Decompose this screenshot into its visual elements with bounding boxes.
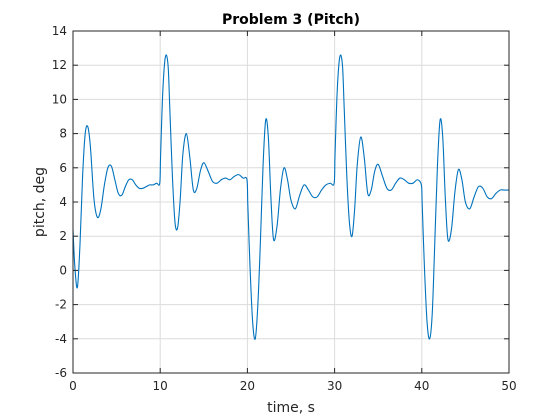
y-tick-labels: -6 -4 -2 0 2 4 6 8 10 12 14: [52, 24, 67, 380]
y-tick-label: 2: [59, 229, 67, 243]
x-tick-label: 0: [69, 379, 77, 393]
x-tick-label: 20: [240, 379, 255, 393]
y-tick-label: 12: [52, 58, 67, 72]
y-tick-label: -4: [55, 332, 67, 346]
x-tick-label: 50: [501, 379, 516, 393]
x-tick-label: 40: [414, 379, 429, 393]
series-layer: [72, 54, 509, 340]
y-tick-label: 0: [59, 263, 67, 277]
y-tick-label: -6: [55, 366, 67, 380]
x-tick-label: 30: [327, 379, 342, 393]
y-tick-label: 10: [52, 92, 67, 106]
x-tick-label: 10: [153, 379, 168, 393]
chart-title: Problem 3 (Pitch): [222, 12, 360, 28]
y-axis-label: pitch, deg: [32, 167, 48, 237]
x-axis-label: time, s: [267, 400, 315, 416]
y-tick-label: 14: [52, 24, 67, 38]
y-tick-label: -2: [55, 298, 67, 312]
y-tick-label: 6: [59, 161, 67, 175]
y-tick-label: 4: [59, 195, 67, 209]
x-tick-labels: 0 10 20 30 40 50: [69, 379, 516, 393]
y-tick-label: 8: [59, 127, 67, 141]
pitch-series-line: [72, 54, 509, 340]
ticks: [72, 30, 510, 374]
